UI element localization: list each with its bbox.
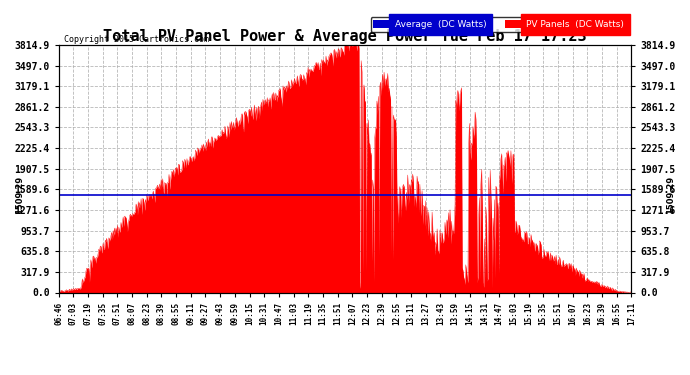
Text: 1509.29: 1509.29 — [666, 176, 675, 214]
Legend: Average  (DC Watts), PV Panels  (DC Watts): Average (DC Watts), PV Panels (DC Watts) — [371, 17, 627, 32]
Title: Total PV Panel Power & Average Power Tue Feb 17 17:23: Total PV Panel Power & Average Power Tue… — [104, 29, 586, 44]
Text: 1509.29: 1509.29 — [15, 176, 24, 214]
Text: Copyright 2015 Cartronics.com: Copyright 2015 Cartronics.com — [64, 35, 209, 44]
